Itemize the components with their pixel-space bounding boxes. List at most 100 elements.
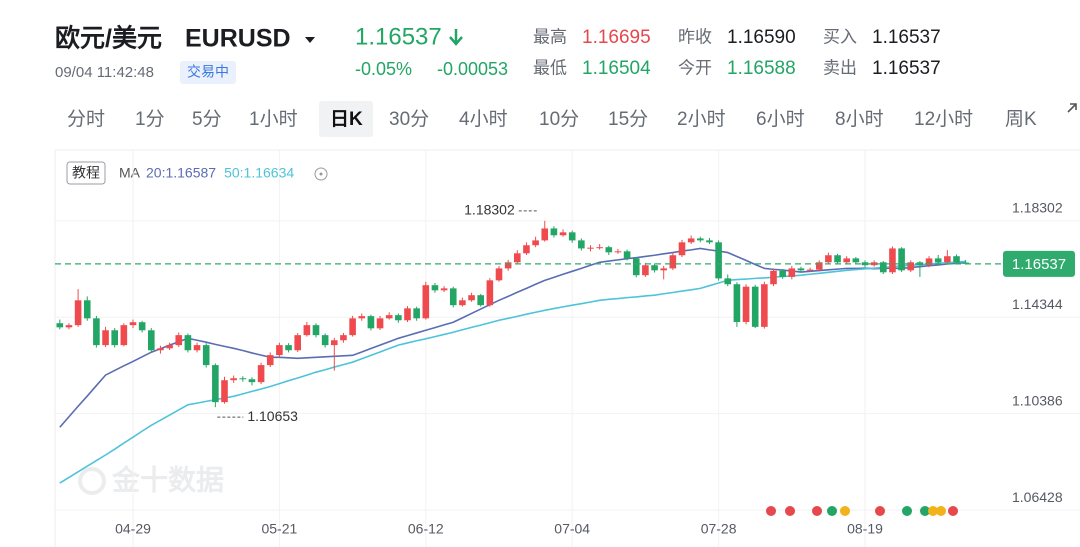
candle-body <box>632 258 640 276</box>
candle-body <box>568 232 576 241</box>
candle-body <box>596 247 603 249</box>
low-label: 1.10653 <box>247 408 298 424</box>
last-price: 1.16537 <box>355 23 442 50</box>
candle-body <box>751 286 759 327</box>
stat-value: 1.16590 <box>727 27 796 48</box>
stat-value: 1.16695 <box>582 27 651 48</box>
dropdown-icon[interactable] <box>305 37 315 43</box>
candle-body <box>514 253 521 263</box>
event-markers <box>766 506 958 516</box>
period-tab[interactable]: 1小时 <box>249 108 298 130</box>
y-tick-label: 1.06428 <box>1012 489 1063 505</box>
candle-body <box>660 268 667 271</box>
candle-body <box>303 325 311 336</box>
candle-body <box>934 258 942 263</box>
instrument-name: 欧元/美元 <box>55 24 162 53</box>
candle-body <box>74 300 82 326</box>
candle-body <box>559 232 567 236</box>
candle-body <box>541 228 549 241</box>
candle-body <box>724 278 732 285</box>
period-tab[interactable]: 8小时 <box>835 108 884 130</box>
period-tab[interactable]: 1分 <box>135 108 165 130</box>
candle-body <box>166 345 173 349</box>
period-tab[interactable]: 日K <box>330 109 363 130</box>
candle-body <box>367 316 375 329</box>
change: -0.00053 <box>437 59 508 79</box>
tutorial-button[interactable] <box>66 161 106 185</box>
candle-body <box>669 255 677 269</box>
candle-body <box>532 240 539 246</box>
candle-body <box>815 262 823 270</box>
stat-value: 1.16588 <box>727 58 796 79</box>
candle-body <box>477 295 484 306</box>
settings-icon-dot <box>319 172 323 176</box>
candle-body <box>651 265 658 271</box>
candle-body <box>257 365 265 383</box>
last-price-box <box>1003 250 1075 277</box>
candle-body <box>266 355 274 366</box>
candle-body <box>422 285 430 319</box>
candle-body <box>321 335 329 346</box>
candle-body <box>230 378 237 381</box>
stats: 最高 1.16695 最低 1.16504 昨收 1.16590 今开 1.16588 买入 1.… <box>533 27 941 79</box>
candle-body <box>212 365 219 403</box>
candle-body <box>733 284 741 322</box>
expand-icon[interactable] <box>1067 103 1077 113</box>
candle-body <box>770 270 777 285</box>
settings-icon[interactable] <box>314 167 328 181</box>
candle-body <box>93 318 100 346</box>
stat-label: 昨收 <box>678 27 712 46</box>
candle-body <box>404 308 411 321</box>
candle-body <box>340 335 347 341</box>
y-tick-label: 1.14344 <box>1012 296 1063 312</box>
candle-body <box>413 308 420 319</box>
period-tab[interactable]: 30分 <box>389 108 429 130</box>
candle-body <box>184 335 192 351</box>
candle-body <box>742 286 750 322</box>
candle-body <box>889 248 896 273</box>
candle-body <box>605 247 613 253</box>
candle-body <box>825 255 832 263</box>
watermark: 金十数据 <box>78 463 224 495</box>
last-price-label: 1.16537 <box>1012 256 1066 273</box>
candle-body <box>715 242 722 279</box>
candle-body <box>806 269 814 271</box>
instrument-symbol[interactable]: EURUSD <box>185 25 291 53</box>
high-label: 1.18302 <box>464 202 515 218</box>
candle-body <box>349 318 356 336</box>
stat-label: 买入 <box>823 27 857 46</box>
x-tick-label: 05-21 <box>261 521 297 537</box>
period-tab[interactable]: 15分 <box>608 108 648 130</box>
x-tick-label: 07-04 <box>554 521 590 537</box>
candle-body <box>797 268 805 271</box>
period-tab[interactable]: 周K <box>1005 109 1037 130</box>
y-tick-label: 1.18302 <box>1012 200 1063 216</box>
period-tab[interactable]: 10分 <box>539 108 579 130</box>
period-tab[interactable]: 分时 <box>67 108 105 130</box>
candle-body <box>294 335 301 351</box>
period-tab[interactable]: 12小时 <box>914 108 973 130</box>
stat-label: 最高 <box>533 27 567 46</box>
period-tab[interactable]: 6小时 <box>756 108 805 130</box>
candle-body <box>395 315 402 321</box>
period-tab[interactable]: 4小时 <box>459 108 508 130</box>
candle-body <box>129 322 137 326</box>
candle-body <box>285 345 292 351</box>
candle-body <box>623 251 631 259</box>
x-tick-label: 06-12 <box>408 521 444 537</box>
candle-body <box>761 284 768 327</box>
stat-value: 1.16537 <box>872 58 941 79</box>
period-tab[interactable]: 2小时 <box>677 108 726 130</box>
candle-body <box>331 340 338 346</box>
candle-body <box>276 345 283 356</box>
period-tab[interactable]: 5分 <box>192 108 222 130</box>
candle-body <box>706 240 713 243</box>
candle-body <box>779 270 786 277</box>
tutorial-label[interactable]: 教程 <box>72 165 100 181</box>
candle-body <box>578 240 585 249</box>
candle-body <box>193 345 201 351</box>
legend-title: MA <box>119 165 141 181</box>
candle-body <box>843 258 850 263</box>
tabs: 分时 1分 5分 1小时 日K 30分 4小时 10分 15分 2小时 6小时 8小时 12小时 周K <box>67 108 1037 130</box>
